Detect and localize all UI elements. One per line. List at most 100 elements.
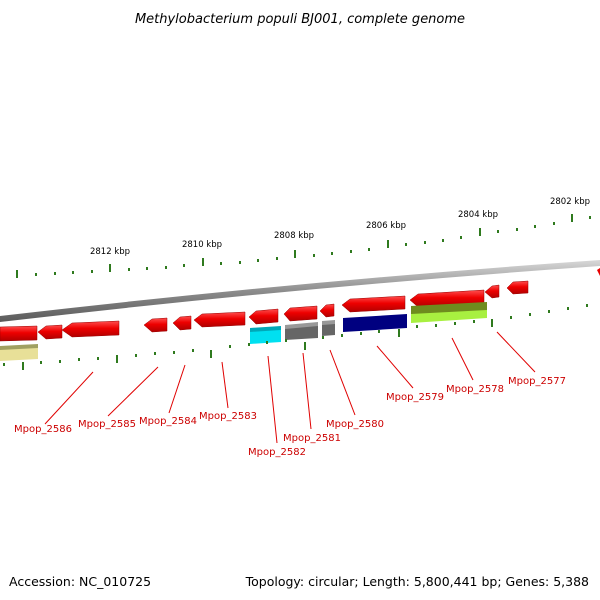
leader-line — [107, 366, 159, 417]
tick — [135, 354, 137, 357]
backbone-edge-red — [597, 268, 600, 276]
tick — [22, 362, 24, 370]
tick — [128, 268, 130, 271]
kbp-label: 2810 kbp — [182, 240, 222, 250]
forward-genes — [0, 280, 529, 342]
leader-line — [329, 349, 356, 416]
genome-title: Methylobacterium populi BJ001, complete … — [135, 12, 465, 27]
feature-navy — [343, 314, 407, 332]
inner-ticks — [3, 304, 588, 370]
tick — [165, 266, 167, 269]
kbp-label: 2804 kbp — [458, 210, 498, 220]
tick — [387, 240, 389, 248]
tick — [529, 313, 531, 316]
tick — [548, 310, 550, 313]
gene-arrow — [0, 325, 38, 342]
other-features — [0, 302, 487, 361]
tick — [16, 270, 18, 278]
tick — [91, 270, 93, 273]
tick — [35, 273, 37, 276]
feature-gray-top — [285, 322, 318, 329]
tick — [473, 320, 475, 323]
tick — [248, 343, 250, 346]
feature-khaki — [0, 346, 38, 361]
accession-text: Accession: NC_010725 — [9, 574, 151, 589]
tick — [567, 307, 569, 310]
gene-arrow — [341, 295, 406, 313]
gene-arrow — [283, 305, 318, 322]
tick — [109, 264, 111, 272]
tick — [54, 272, 56, 275]
leader-line — [168, 364, 186, 414]
leader-line — [221, 361, 229, 409]
tick — [239, 261, 241, 264]
outer-ticks — [16, 214, 591, 278]
tick — [534, 225, 536, 228]
gene-label-mpop-2582: Mpop_2582 — [248, 447, 306, 458]
tick — [368, 248, 370, 251]
tick — [313, 254, 315, 257]
tick — [398, 329, 400, 337]
tick — [516, 228, 518, 231]
tick — [78, 358, 80, 361]
gene-arrow — [172, 315, 192, 331]
tick — [285, 339, 287, 342]
leader-lines — [44, 331, 536, 444]
tick — [3, 363, 5, 366]
tick — [294, 250, 296, 258]
tick — [442, 239, 444, 242]
tick — [460, 236, 462, 239]
tick — [192, 349, 194, 352]
tick — [304, 342, 306, 350]
tick — [497, 230, 499, 233]
tick — [435, 324, 437, 327]
tick — [331, 252, 333, 255]
tick — [405, 243, 407, 246]
tick — [586, 304, 588, 307]
gene-labels: Mpop_2586 Mpop_2585 Mpop_2584 Mpop_2583 … — [14, 376, 566, 458]
tick — [416, 325, 418, 328]
tick — [350, 250, 352, 253]
gene-arrow — [506, 280, 529, 295]
tick — [173, 351, 175, 354]
feature-olive-top — [411, 302, 487, 314]
tick — [116, 355, 118, 363]
feature-gray-small-top — [322, 320, 335, 325]
leader-line — [376, 345, 414, 389]
leader-line — [267, 355, 278, 444]
tick — [360, 332, 362, 335]
leader-line — [496, 331, 536, 373]
gene-arrow — [319, 303, 335, 318]
leader-line — [302, 352, 312, 430]
gene-label-mpop-2581: Mpop_2581 — [283, 433, 341, 444]
tick — [210, 350, 212, 358]
tick — [154, 352, 156, 355]
gene-arrow — [248, 308, 279, 325]
kbp-label: 2802 kbp — [550, 197, 590, 207]
gene-arrow — [143, 317, 168, 333]
tick — [276, 257, 278, 260]
kbp-label: 2808 kbp — [274, 231, 314, 241]
tick — [454, 322, 456, 325]
tick — [202, 258, 204, 266]
gene-label-mpop-2583: Mpop_2583 — [199, 411, 257, 422]
tick — [97, 357, 99, 360]
tick — [146, 267, 148, 270]
tick — [220, 262, 222, 265]
gene-arrow — [193, 311, 246, 328]
kbp-label: 2812 kbp — [90, 247, 130, 257]
tick — [479, 228, 481, 236]
feature-khaki-top — [0, 344, 38, 350]
tick — [424, 241, 426, 244]
tick — [229, 345, 231, 348]
tick — [589, 216, 591, 219]
tick — [571, 214, 573, 222]
tick — [378, 330, 380, 333]
gene-arrow — [484, 284, 500, 299]
genome-summary-text: Topology: circular; Length: 5,800,441 bp… — [245, 574, 589, 589]
tick — [341, 334, 343, 337]
tick — [257, 259, 259, 262]
tick — [59, 360, 61, 363]
tick — [72, 271, 74, 274]
gene-arrow — [61, 320, 120, 338]
